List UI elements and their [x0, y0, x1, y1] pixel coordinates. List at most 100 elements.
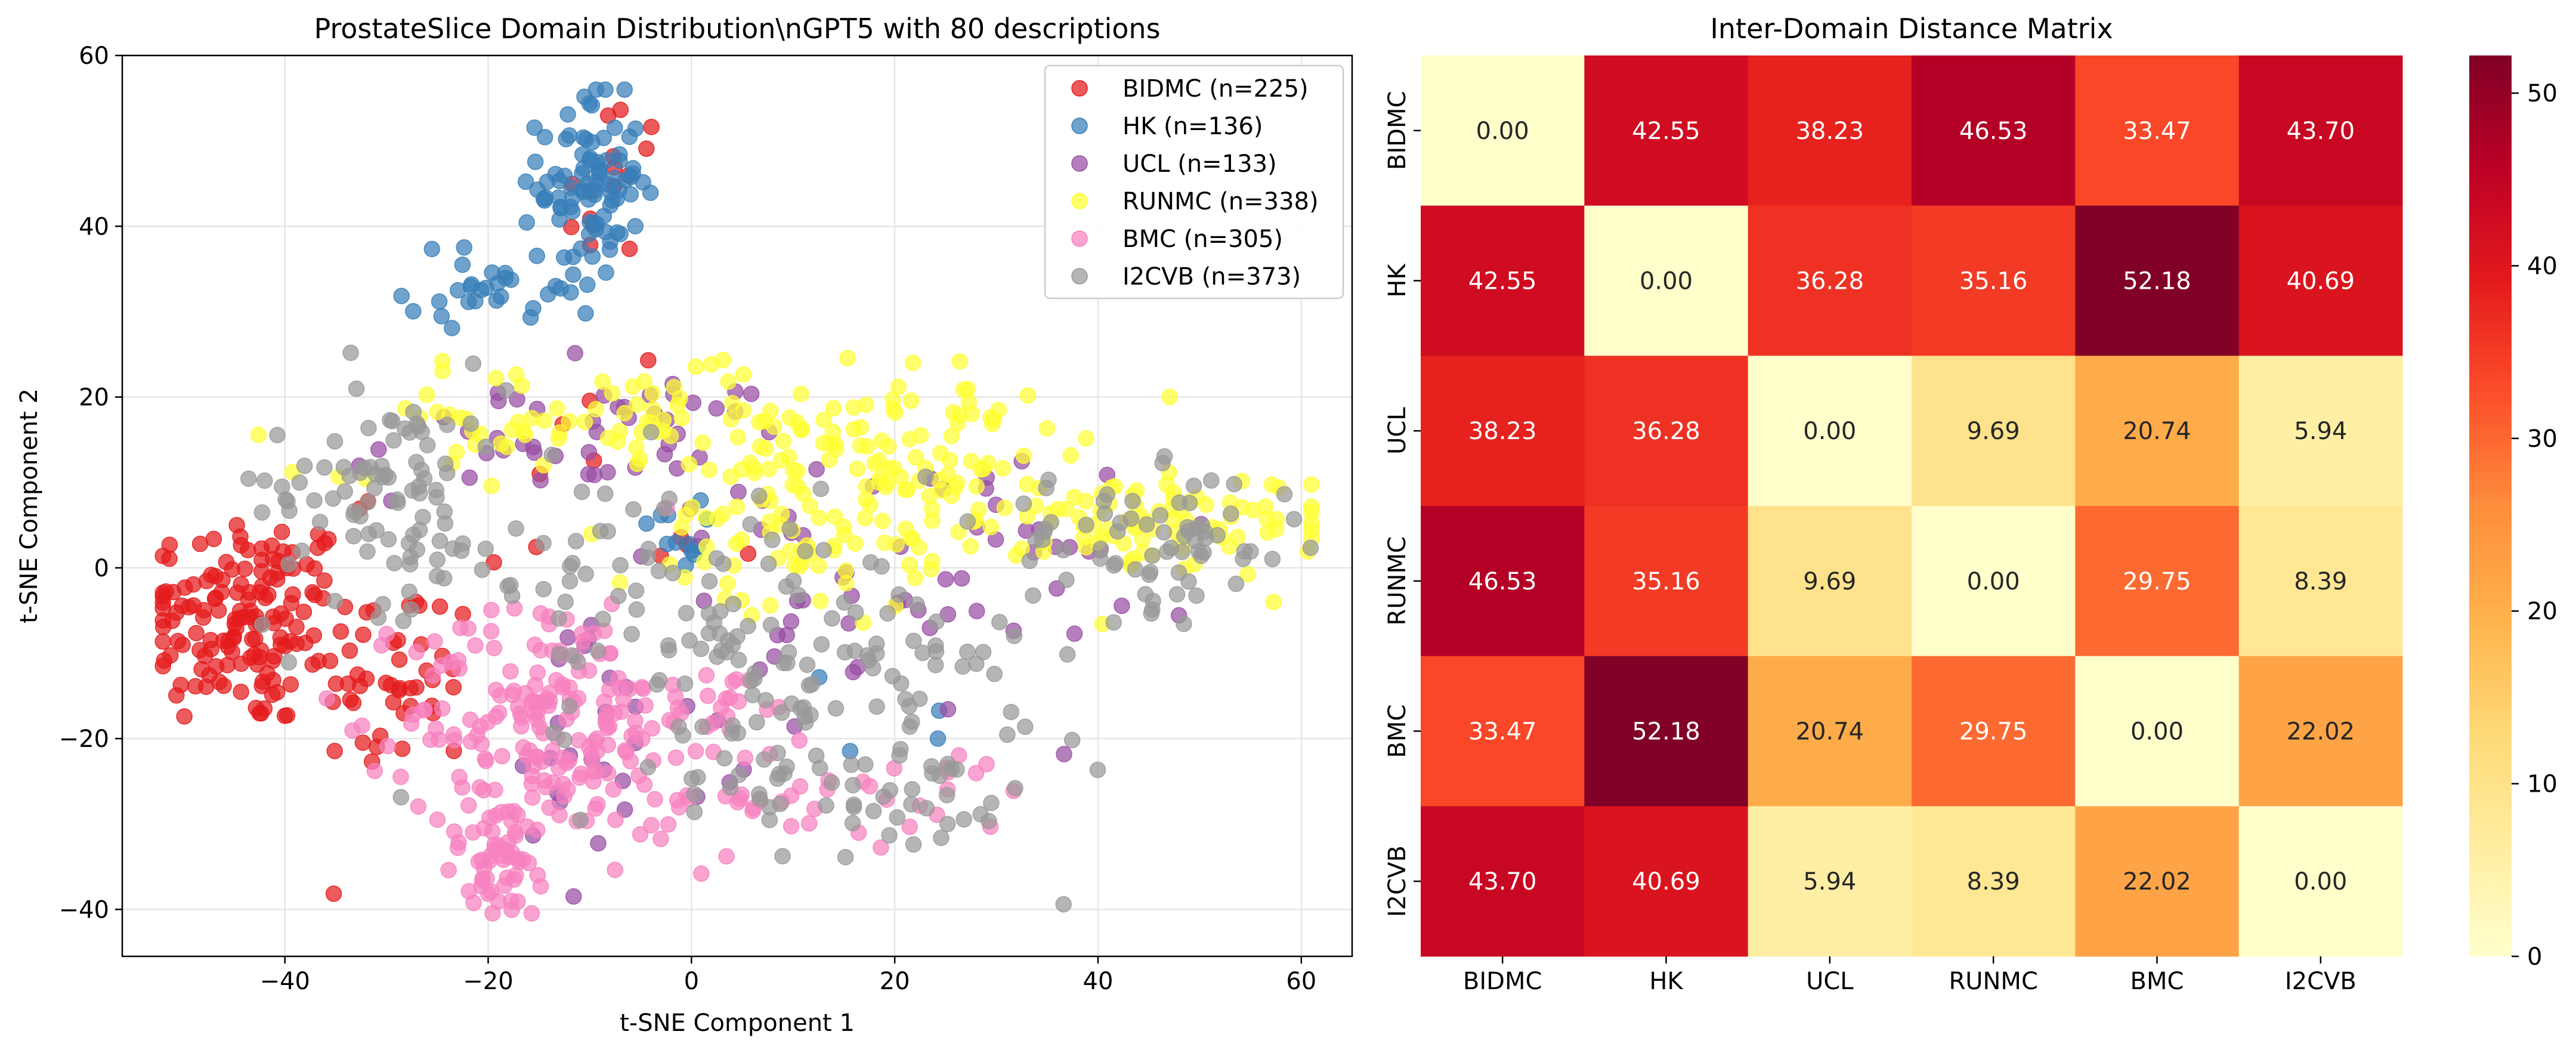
scatter-point [716, 750, 733, 767]
scatter-point [1268, 521, 1285, 538]
scatter-point [380, 469, 397, 486]
scatter-point [1152, 507, 1169, 524]
scatter-point [937, 571, 954, 588]
scatter-point [386, 555, 403, 572]
heatmap-cell [1912, 205, 2076, 356]
y-tick-label: 40 [79, 213, 109, 240]
scatter-point [477, 541, 494, 557]
scatter-point [879, 605, 896, 622]
scatter-point [580, 662, 598, 679]
scatter-point [733, 461, 750, 478]
scatter-point [253, 551, 270, 569]
scatter-point [627, 218, 644, 234]
scatter-point [1161, 388, 1179, 406]
scatter-point [473, 736, 490, 752]
scatter-point [636, 373, 652, 390]
scatter-point [623, 626, 640, 643]
scatter-point [342, 344, 359, 362]
scatter-point [528, 711, 546, 728]
heatmap-cell [1421, 356, 1585, 507]
scatter-point [311, 514, 329, 530]
scatter-point [590, 175, 607, 192]
scatter-point [518, 214, 535, 231]
scatter-point [1227, 575, 1245, 592]
colorbar-tick-label: 20 [2527, 598, 2558, 625]
scatter-point [485, 640, 503, 656]
scatter-point [366, 762, 384, 780]
scatter-point [769, 745, 786, 761]
heatmap-value-label: 9.69 [1967, 418, 2020, 445]
scatter-point [1209, 527, 1226, 544]
scatter-point [408, 644, 425, 660]
scatter-point [1203, 472, 1220, 489]
colorbar-tick-label: 50 [2527, 80, 2558, 107]
scatter-point [434, 353, 451, 369]
scatter-point [933, 829, 950, 847]
scatter-point [570, 653, 586, 671]
scatter-point [324, 490, 342, 507]
heatmap-value-label: 8.39 [1967, 868, 2020, 895]
legend: BIDMC (n=225) HK (n=136) UCL (n=133) RUNMC … [1044, 64, 1344, 299]
scatter-point [1017, 718, 1034, 735]
scatter-point [379, 737, 396, 755]
scatter-point [273, 523, 290, 541]
heatmap-value-label: 29.75 [1959, 718, 2028, 746]
heatmap-value-label: 52.18 [1632, 718, 1700, 746]
scatter-point [743, 672, 759, 689]
scatter-point [643, 119, 660, 135]
scatter-point [316, 572, 333, 589]
scatter-point [763, 532, 781, 548]
colorbar-tick-label: 10 [2527, 771, 2558, 798]
scatter-point [962, 538, 979, 555]
scatter-point [551, 424, 568, 441]
scatter-point [541, 684, 558, 702]
scatter-point [686, 786, 703, 802]
scatter-point [480, 885, 497, 903]
scatter-point [596, 693, 613, 711]
scatter-point [718, 848, 735, 865]
legend-label: BIDMC (n=225) [1122, 75, 1309, 103]
scatter-point [781, 449, 797, 465]
scatter-point [793, 385, 809, 403]
scatter-point [525, 757, 542, 774]
heatmap-value-label: 20.74 [1796, 718, 1864, 746]
x-tick-label: −40 [259, 968, 310, 995]
scatter-point [812, 480, 830, 498]
heatmap-value-label: 42.55 [1468, 268, 1537, 295]
scatter-point [588, 762, 605, 780]
scatter-point [1276, 486, 1293, 503]
scatter-point [722, 410, 740, 428]
scatter-point [599, 720, 616, 736]
scatter-point [410, 478, 428, 495]
scatter-point [604, 385, 621, 402]
scatter-point [730, 767, 747, 783]
scatter-point [929, 730, 947, 747]
scatter-point [527, 677, 544, 694]
heatmap-value-label: 0.00 [1967, 568, 2020, 595]
scatter-point [621, 128, 638, 146]
y-tick-label: −40 [59, 896, 109, 924]
scatter-point [536, 412, 553, 429]
scatter-point [1013, 540, 1030, 557]
scatter-point [939, 606, 957, 623]
scatter-point [625, 501, 642, 518]
scatter-point [502, 663, 519, 680]
scatter-point [434, 700, 451, 717]
scatter-point [744, 802, 761, 819]
scatter-point [1096, 505, 1114, 522]
scatter-point [852, 437, 869, 454]
scatter-point [572, 811, 589, 829]
scatter-point [162, 647, 179, 664]
heatmap-cell [1584, 356, 1749, 507]
scatter-point [689, 769, 706, 786]
scatter-point [981, 813, 997, 829]
scatter-point [185, 597, 202, 614]
legend-marker [1071, 80, 1088, 97]
scatter-point [483, 623, 500, 640]
heatmap-cell [2238, 205, 2403, 356]
scatter-point [395, 613, 412, 629]
scatter-point [191, 535, 209, 552]
scatter-point [565, 888, 582, 905]
scatter-point [897, 691, 914, 708]
scatter-point [355, 626, 372, 643]
